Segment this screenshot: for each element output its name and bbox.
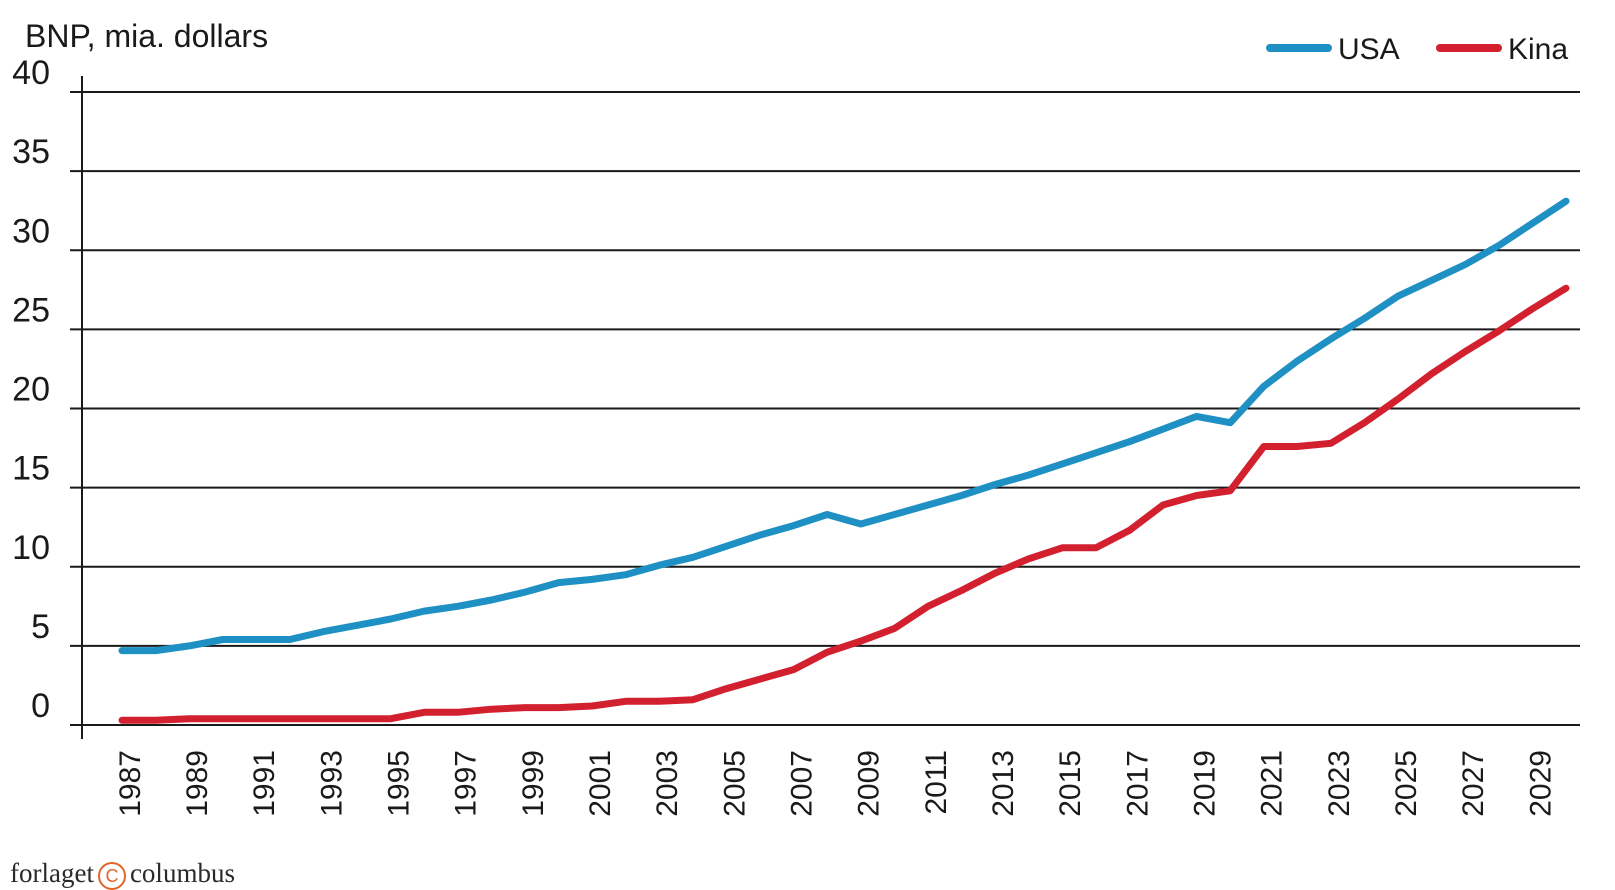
x-tick-label: 2029 [1524, 750, 1557, 817]
x-tick-label: 2007 [786, 750, 819, 817]
x-tick-label: 2013 [987, 750, 1020, 817]
legend-label: Kina [1508, 33, 1568, 66]
y-tick-label: 40 [12, 54, 50, 92]
y-tick-label: 30 [12, 212, 50, 250]
x-tick-label: 1999 [517, 750, 550, 817]
x-tick-label: 2025 [1390, 750, 1423, 817]
y-tick-labels: 0 5 10 15 20 25 30 35 40 [12, 54, 50, 725]
publisher-name-left: forlaget [10, 858, 94, 888]
x-tick-label: 2001 [584, 750, 617, 817]
x-tick-label: 2015 [1054, 750, 1087, 817]
x-tick-label: 1987 [114, 750, 147, 817]
x-tick-label: 1989 [181, 750, 214, 817]
legend: USA Kina [1266, 33, 1568, 66]
x-tick-label: 1993 [315, 750, 348, 817]
x-tick-label: 1997 [450, 750, 483, 817]
series-line-usa [118, 197, 1570, 655]
legend-label: USA [1338, 33, 1400, 66]
x-tick-label: 2019 [1189, 750, 1222, 817]
x-tick-label: 1991 [248, 750, 281, 817]
x-tick-label: 2027 [1457, 750, 1490, 817]
x-tick-labels: 1987 1989 1991 1993 1995 1997 1999 2001 2003 2005… [114, 750, 1557, 817]
x-tick-label: 1995 [383, 750, 416, 817]
x-tick-label: 2023 [1323, 750, 1356, 817]
y-tick-label: 25 [12, 291, 50, 329]
x-tick-label: 2021 [1256, 750, 1289, 817]
publisher-name-right: columbus [129, 858, 235, 888]
y-tick-label: 20 [12, 371, 50, 409]
y-tick-label: 15 [12, 450, 50, 488]
x-tick-label: 2011 [920, 750, 953, 815]
y-tick-label: 5 [31, 608, 50, 646]
x-tick-label: 2009 [853, 750, 886, 817]
gridlines [70, 76, 1580, 739]
series-line-kina [118, 284, 1570, 724]
x-tick-label: 2003 [651, 750, 684, 817]
y-tick-label: 10 [12, 529, 50, 567]
y-tick-label: 35 [12, 133, 50, 171]
y-tick-label: 0 [31, 687, 50, 725]
y-axis-label: BNP, mia. dollars [25, 18, 268, 54]
x-tick-label: 2005 [718, 750, 751, 817]
series-lines [118, 197, 1570, 724]
x-tick-label: 2017 [1121, 750, 1154, 817]
